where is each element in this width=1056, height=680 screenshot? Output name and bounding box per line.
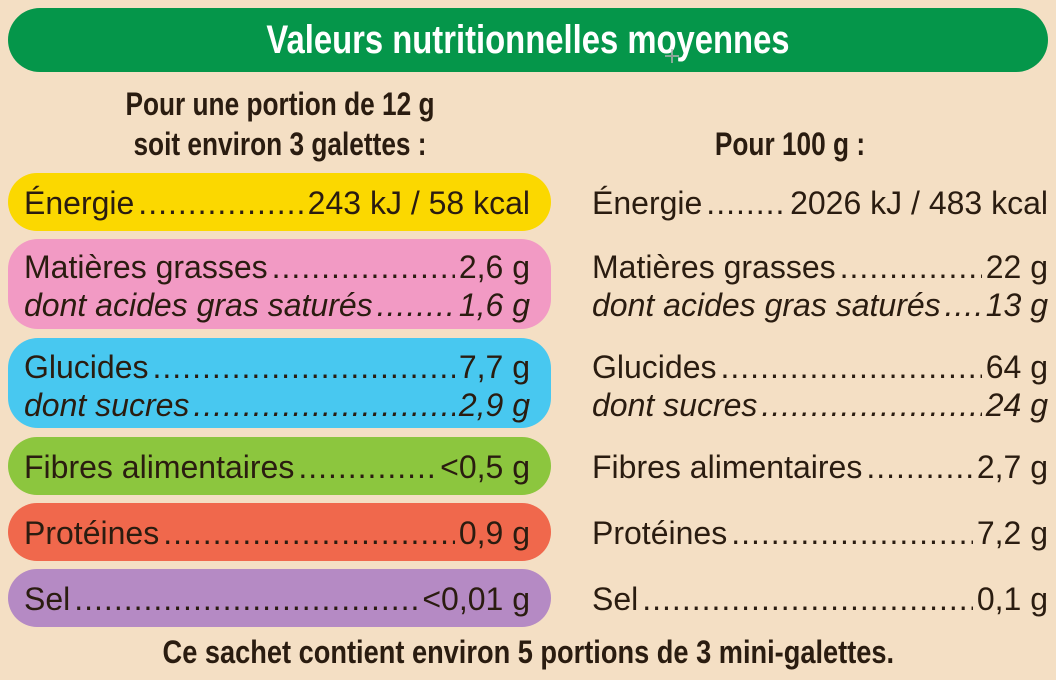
table-title: Valeurs nutritionnelles moyennes: [266, 17, 790, 62]
row-carbs-portion: Glucides ...............................…: [24, 348, 530, 386]
fiber-pill: [8, 437, 551, 495]
protein-portion-value: 0,9 g: [458, 515, 530, 551]
carbs-pill: [8, 338, 551, 428]
fat-label: Matières grasses: [24, 249, 268, 285]
salt-pill: [8, 569, 551, 627]
fat-100g-value: 22 g: [985, 249, 1048, 285]
leader-dots: ........................................…: [731, 515, 973, 551]
title-banner: Valeurs nutritionnelles moyennes: [8, 8, 1048, 72]
saturated-label: dont acides gras saturés: [24, 287, 373, 323]
leader-dots: ........................................…: [761, 387, 981, 423]
row-salt-100g: Sel ....................................…: [592, 580, 1048, 618]
leader-dots: ........................................…: [193, 387, 454, 423]
fiber-label: Fibres alimentaires: [24, 449, 295, 485]
column-heading-per100-text: Pour 100 g :: [714, 126, 866, 162]
row-saturated-portion: dont acides gras saturés ...............…: [24, 286, 530, 324]
salt-portion-value: <0,01 g: [422, 581, 530, 617]
saturated-100g-value: 13 g: [985, 287, 1048, 323]
leader-dots: ........................................…: [271, 249, 455, 285]
row-saturated-100g: dont acides gras saturés ...............…: [592, 286, 1048, 324]
fiber-portion-value: <0,5 g: [440, 449, 530, 485]
column-heading-portion-line2: soit environ 3 galettes :: [133, 126, 427, 162]
row-carbs-100g: Glucides ...............................…: [592, 348, 1048, 386]
energy-portion-value: 243 kJ / 58 kcal: [307, 185, 530, 221]
salt-label: Sel: [24, 581, 71, 617]
energy-100g-value: 2026 kJ / 483 kcal: [790, 185, 1048, 221]
saturated-portion-value: 1,6 g: [458, 287, 530, 323]
row-energy-portion: Énergie ................................…: [24, 184, 530, 222]
fat-label: Matières grasses: [592, 249, 836, 285]
energy-label: Énergie: [24, 185, 135, 221]
column-heading-portion: Pour une portion de 12 g soit environ 3 …: [40, 84, 520, 164]
leader-dots: ........................................…: [642, 581, 973, 617]
protein-pill: [8, 503, 551, 561]
protein-100g-value: 7,2 g: [976, 515, 1048, 551]
sugars-label: dont sucres: [592, 387, 758, 423]
row-energy-100g: Énergie ................................…: [592, 184, 1048, 222]
leader-dots: ........................................…: [944, 287, 982, 323]
mouse-cursor-icon: [665, 49, 679, 63]
fiber-100g-value: 2,7 g: [976, 449, 1048, 485]
row-fat-portion: Matières grasses .......................…: [24, 248, 530, 286]
protein-label: Protéines: [592, 515, 728, 551]
servings-note-text: Ce sachet contient environ 5 portions de…: [162, 634, 894, 670]
column-heading-per100: Pour 100 g :: [560, 124, 1020, 164]
column-heading-portion-line1: Pour une portion de 12 g: [125, 86, 435, 122]
row-sugars-portion: dont sucres ............................…: [24, 386, 530, 424]
energy-label: Énergie: [592, 185, 703, 221]
row-protein-100g: Protéines ..............................…: [592, 514, 1048, 552]
carbs-portion-value: 7,7 g: [458, 349, 530, 385]
fat-portion-value: 2,6 g: [458, 249, 530, 285]
sugars-portion-value: 2,9 g: [458, 387, 530, 423]
row-fat-100g: Matières grasses .......................…: [592, 248, 1048, 286]
sugars-100g-value: 24 g: [985, 387, 1048, 423]
row-fiber-100g: Fibres alimentaires ....................…: [592, 448, 1048, 486]
salt-label: Sel: [592, 581, 639, 617]
leader-dots: ........................................…: [376, 287, 455, 323]
row-protein-portion: Protéines ..............................…: [24, 514, 530, 552]
fiber-label: Fibres alimentaires: [592, 449, 863, 485]
leader-dots: ........................................…: [152, 349, 455, 385]
leader-dots: ........................................…: [163, 515, 455, 551]
protein-label: Protéines: [24, 515, 160, 551]
row-sugars-100g: dont sucres ............................…: [592, 386, 1048, 424]
leader-dots: ........................................…: [138, 185, 303, 221]
sugars-label: dont sucres: [24, 387, 190, 423]
carbs-100g-value: 64 g: [985, 349, 1048, 385]
leader-dots: ........................................…: [706, 185, 786, 221]
leader-dots: ........................................…: [839, 249, 982, 285]
fat-pill: [8, 239, 551, 329]
saturated-label: dont acides gras saturés: [592, 287, 941, 323]
carbs-label: Glucides: [24, 349, 149, 385]
salt-100g-value: 0,1 g: [976, 581, 1048, 617]
row-fiber-portion: Fibres alimentaires ....................…: [24, 448, 530, 486]
leader-dots: ........................................…: [720, 349, 982, 385]
servings-note: Ce sachet contient environ 5 portions de…: [0, 630, 1056, 674]
leader-dots: ........................................…: [74, 581, 418, 617]
leader-dots: ........................................…: [298, 449, 437, 485]
energy-pill: [8, 173, 551, 231]
carbs-label: Glucides: [592, 349, 717, 385]
leader-dots: ........................................…: [866, 449, 973, 485]
row-salt-portion: Sel ....................................…: [24, 580, 530, 618]
